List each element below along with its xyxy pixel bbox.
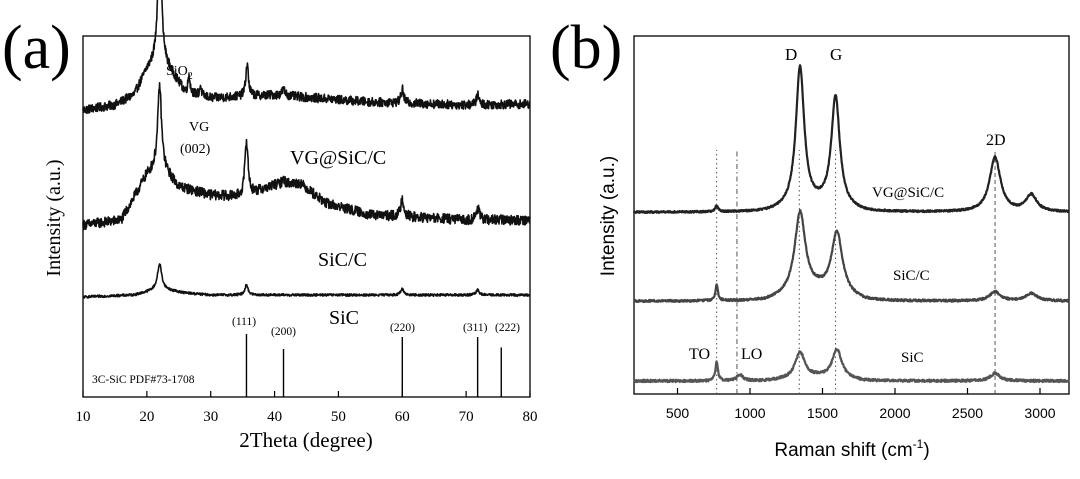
- peak-label-to: TO: [689, 346, 710, 363]
- x-tick-label: 3000: [1024, 405, 1055, 421]
- annotation-vg-plane: (002): [180, 142, 211, 157]
- series-line: [633, 347, 1070, 384]
- panel-b-curves: [632, 64, 1071, 384]
- ref-label-222: (222): [495, 322, 520, 334]
- reference-card-label: 3C-SiC PDF#73-1708: [92, 374, 195, 386]
- panel-a-reference-lines: [245, 334, 502, 397]
- panel-a-xrd: (a) 10 20 30 40 50 60 70 80 VG@SiC/C SiC/C SiC …: [2, 0, 538, 452]
- panel-a-x-axis-label: 2Theta (degree): [239, 428, 373, 452]
- x-tick-label: 2000: [879, 405, 910, 421]
- panel-a-x-ticks: 10 20 30 40 50 60 70 80: [76, 391, 538, 425]
- panel-a-label: (a): [2, 14, 71, 82]
- series-label-b-sic: SiC: [901, 350, 924, 366]
- series-line: [82, 263, 531, 299]
- x-tick-label: 70: [459, 409, 474, 425]
- series-label-b-vg-sic-c: VG@SiC/C: [872, 185, 944, 201]
- x-tick-label: 60: [395, 409, 410, 425]
- series-label-b-sic-c: SiC/C: [893, 268, 930, 284]
- series-line: [632, 209, 1071, 304]
- x-tick-label: 30: [203, 409, 218, 425]
- panel-b-y-axis-label: Intensity (a.u.): [598, 156, 619, 276]
- annotation-sio2: SiO2: [166, 64, 193, 82]
- annotation-vg: VG: [189, 120, 209, 135]
- x-tick-label: 2500: [952, 405, 983, 421]
- panel-a-curves: [82, 0, 531, 299]
- panel-b-x-axis-label: Raman shift (cm-1): [774, 437, 929, 461]
- ref-label-220: (220): [390, 322, 415, 334]
- panel-b-label: (b): [550, 14, 622, 82]
- ref-label-311: (311): [463, 322, 488, 334]
- panel-b-raman: (b) 500 1000 1500 2000 2500 3000 D G 2D TO LO…: [550, 14, 1071, 461]
- x-tick-label: 1000: [734, 405, 765, 421]
- x-tick-label: 1500: [807, 405, 838, 421]
- series-label-vg-sic-c: VG@SiC/C: [290, 147, 386, 169]
- x-tick-label: 40: [267, 409, 282, 425]
- series-label-sic: SiC: [329, 307, 359, 329]
- series-line: [82, 82, 531, 231]
- panel-b-x-ticks: 500 1000 1500 2000 2500 3000: [666, 388, 1056, 421]
- panel-a-y-axis-label: Intensity (a.u.): [43, 159, 65, 276]
- peak-label-g: G: [830, 45, 842, 64]
- x-tick-label: 80: [523, 409, 538, 425]
- peak-label-lo: LO: [741, 346, 762, 363]
- panel-b-frame: [633, 35, 1070, 395]
- series-label-sic-c: SiC/C: [318, 249, 367, 271]
- x-tick-label: 10: [76, 409, 91, 425]
- panel-a-frame: [82, 35, 531, 398]
- ref-label-200: (200): [271, 326, 296, 338]
- x-tick-label: 500: [666, 405, 690, 421]
- peak-label-d: D: [785, 45, 797, 64]
- x-tick-label: 20: [139, 409, 154, 425]
- peak-label-2d: 2D: [986, 132, 1006, 149]
- series-line: [82, 0, 531, 115]
- ref-label-111: (111): [232, 316, 256, 328]
- series-line: [632, 64, 1070, 214]
- x-tick-label: 50: [331, 409, 346, 425]
